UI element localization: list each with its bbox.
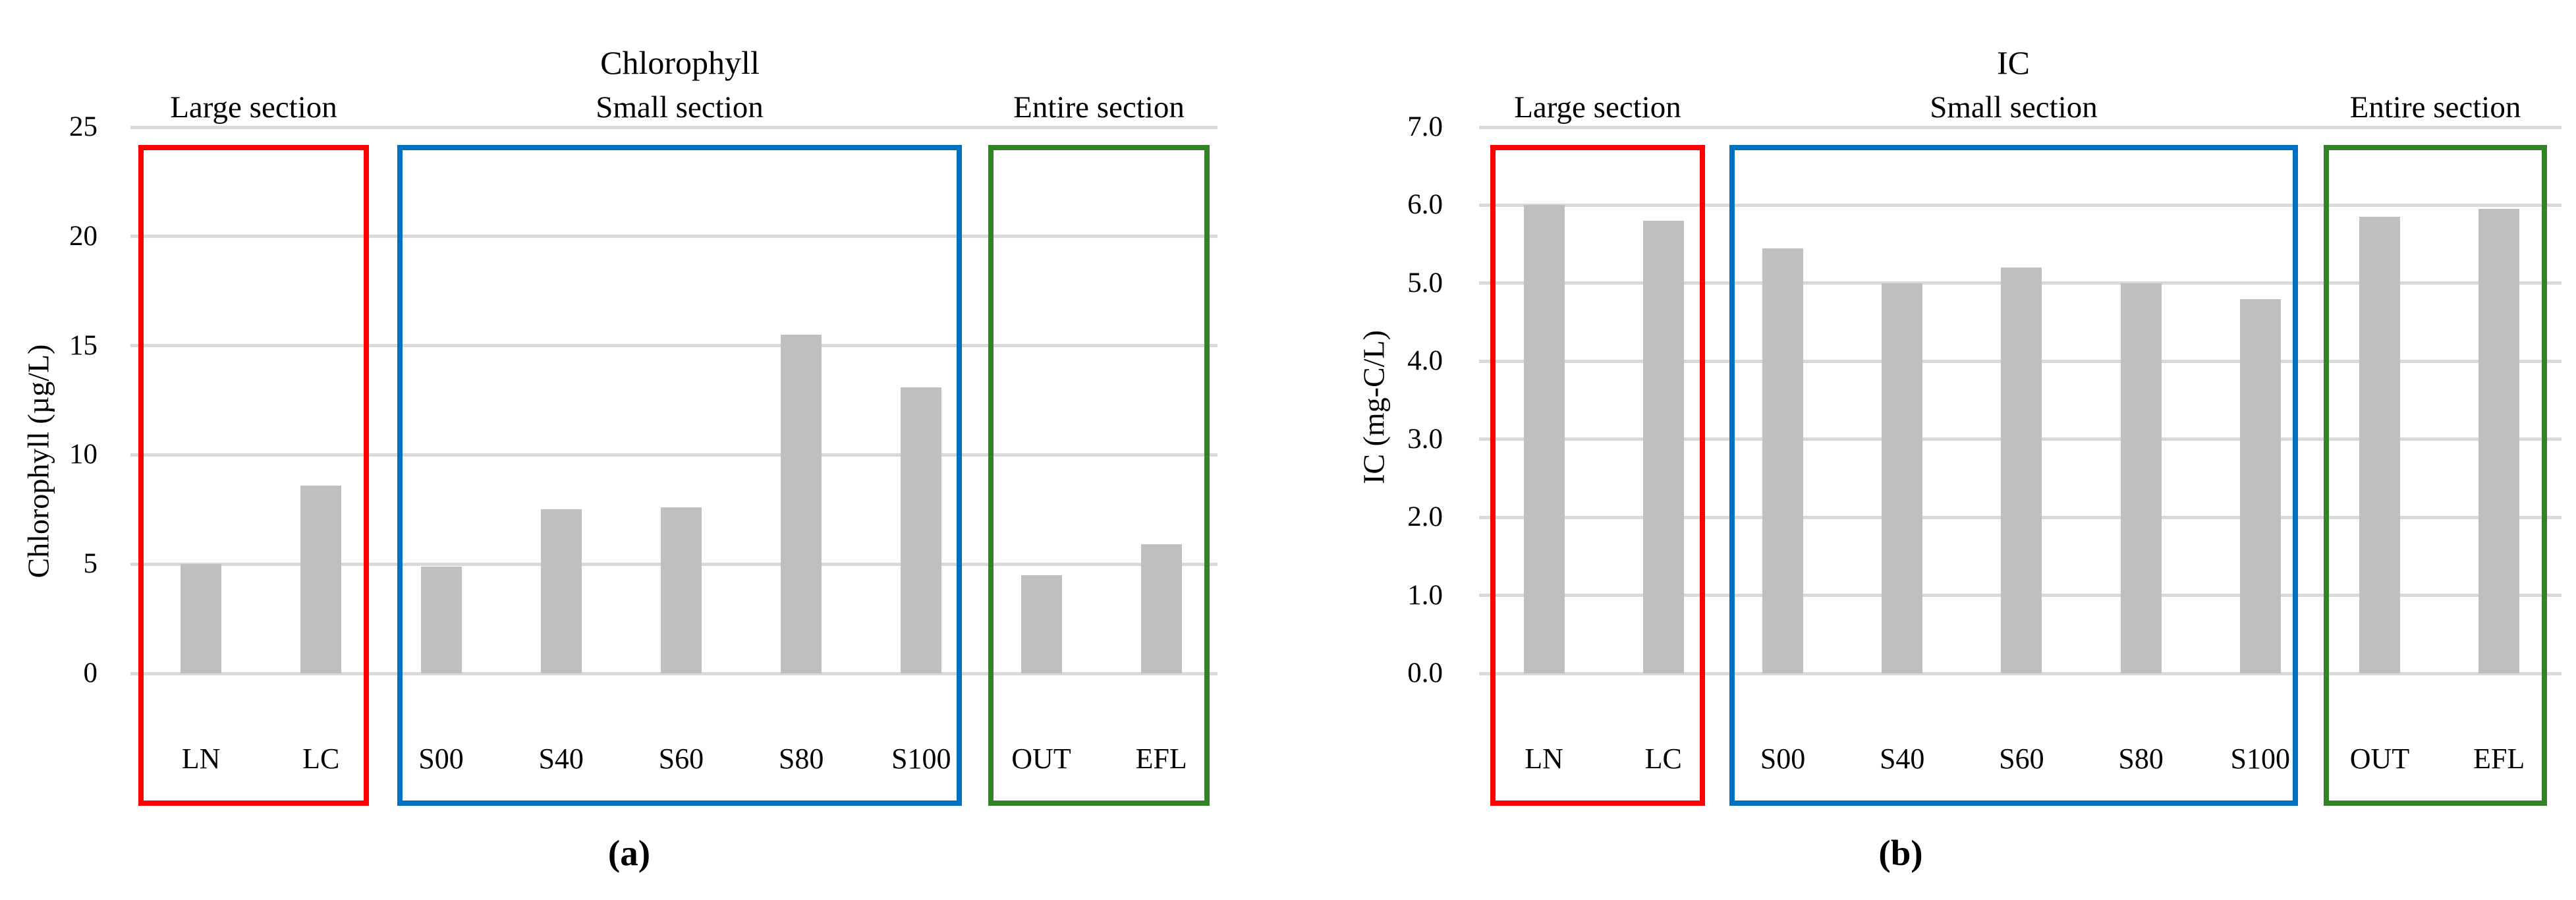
section-header: Small section bbox=[1930, 90, 2098, 125]
y-axis-tick-label: 6.0 bbox=[1407, 189, 1443, 221]
gridline bbox=[1479, 203, 2562, 207]
x-axis-label-out: OUT bbox=[2349, 743, 2410, 775]
x-axis-label-lc: LC bbox=[1644, 743, 1682, 775]
y-axis-tick-label: 4.0 bbox=[1407, 345, 1443, 377]
x-axis-label-s00: S00 bbox=[418, 743, 464, 775]
y-axis-tick-label: 0.0 bbox=[1407, 658, 1443, 689]
y-axis-tick-label: 5.0 bbox=[1407, 267, 1443, 298]
x-axis-label-s100: S100 bbox=[2230, 743, 2291, 775]
section-header: Entire section bbox=[1013, 90, 1185, 125]
x-axis-label-s80: S80 bbox=[778, 743, 824, 775]
gridline bbox=[130, 125, 1218, 129]
subfigure-caption: (a) bbox=[607, 833, 651, 873]
x-axis-label-s80: S80 bbox=[2118, 743, 2164, 775]
bar-s60 bbox=[2001, 267, 2042, 673]
x-axis-label-s60: S60 bbox=[1999, 743, 2044, 775]
gridline bbox=[130, 344, 1218, 348]
x-axis-label-s40: S40 bbox=[538, 743, 584, 775]
bar-s40 bbox=[1882, 283, 1923, 673]
y-axis-tick-label: 7.0 bbox=[1407, 111, 1443, 142]
bar-efl bbox=[1140, 544, 1182, 673]
y-axis-tick-label: 20 bbox=[69, 220, 98, 252]
bar-s100 bbox=[901, 387, 942, 673]
y-axis-tick-label: 25 bbox=[69, 111, 98, 142]
y-axis-tick-label: 3.0 bbox=[1407, 423, 1443, 455]
bar-lc bbox=[300, 485, 342, 673]
y-axis-tick-label: 10 bbox=[69, 439, 98, 470]
section-header: Large section bbox=[170, 90, 337, 125]
x-axis-label-lc: LC bbox=[302, 743, 340, 775]
bar-ln bbox=[1523, 205, 1565, 673]
x-axis-label-efl: EFL bbox=[2473, 743, 2525, 775]
chart-title: Chlorophyll bbox=[600, 44, 760, 81]
bar-out bbox=[2359, 217, 2400, 673]
bar-s100 bbox=[2239, 298, 2281, 673]
bar-s00 bbox=[1762, 248, 1803, 673]
section-header: Small section bbox=[596, 90, 764, 125]
section-box-small bbox=[397, 145, 962, 806]
y-axis-tick-label: 1.0 bbox=[1407, 579, 1443, 611]
section-box-entire bbox=[2324, 145, 2547, 806]
bar-s00 bbox=[420, 566, 462, 673]
bar-s40 bbox=[540, 509, 582, 673]
x-axis-label-s60: S60 bbox=[658, 743, 704, 775]
y-axis-title: IC (mg-C/L) bbox=[1357, 330, 1391, 484]
y-axis-title: Chlorophyll (µg/L) bbox=[21, 344, 55, 578]
y-axis-tick-label: 2.0 bbox=[1407, 501, 1443, 533]
section-header: Entire section bbox=[2349, 90, 2521, 125]
y-axis-tick-label: 5 bbox=[83, 548, 98, 580]
y-axis-tick-label: 15 bbox=[69, 329, 98, 361]
gridline bbox=[130, 235, 1218, 239]
bar-s80 bbox=[2120, 283, 2162, 673]
gridline bbox=[1479, 125, 2562, 129]
bar-s80 bbox=[781, 335, 822, 673]
bar-efl bbox=[2478, 209, 2520, 673]
y-axis-tick-label: 0 bbox=[83, 658, 98, 689]
section-box-small bbox=[1729, 145, 2298, 806]
bar-ln bbox=[181, 564, 222, 673]
x-axis-label-efl: EFL bbox=[1135, 743, 1187, 775]
section-box-large bbox=[138, 145, 369, 806]
x-axis-label-s100: S100 bbox=[891, 743, 951, 775]
section-header: Large section bbox=[1514, 90, 1681, 125]
x-axis-label-ln: LN bbox=[1525, 743, 1563, 775]
gridline bbox=[130, 671, 1218, 675]
gridline bbox=[1479, 671, 2562, 675]
bar-out bbox=[1021, 575, 1062, 673]
section-box-entire bbox=[988, 145, 1210, 806]
x-axis-label-ln: LN bbox=[181, 743, 221, 775]
subfigure-caption: (b) bbox=[1878, 833, 1923, 873]
section-box-large bbox=[1490, 145, 1705, 806]
chart-title: IC bbox=[1997, 44, 2030, 81]
gridline bbox=[130, 453, 1218, 457]
x-axis-label-s00: S00 bbox=[1760, 743, 1806, 775]
x-axis-label-s40: S40 bbox=[1879, 743, 1925, 775]
bar-s60 bbox=[660, 507, 702, 673]
bar-lc bbox=[1642, 221, 1684, 673]
x-axis-label-out: OUT bbox=[1011, 743, 1071, 775]
